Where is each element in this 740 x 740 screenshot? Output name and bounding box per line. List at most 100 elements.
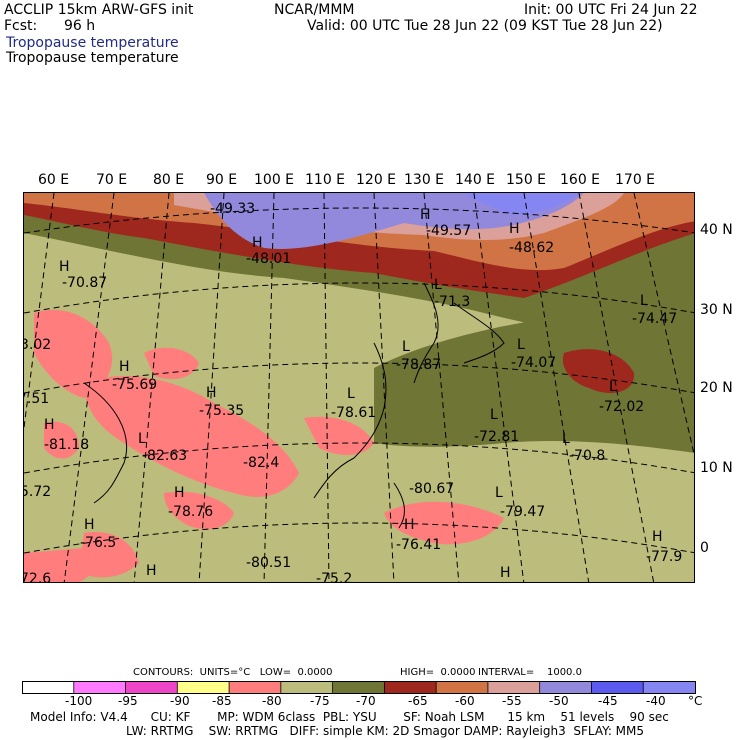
map-marker: L [640,293,648,309]
map-labels: -49.33 H -48.01 H -49.57 H -48.62 H -70.… [24,201,682,583]
map-value: -49.33 [210,201,255,217]
lon-label: 70 E [96,172,128,188]
lon-label: 90 E [206,172,238,188]
meridian [24,193,55,432]
colorbar-label: -65 [408,694,428,708]
map-marker: H [174,485,185,501]
map-value: -79.47 [500,504,545,520]
field-title-2: Tropopause temperature [6,50,179,66]
colorbar-swatch [125,681,179,694]
shade-minus80 [304,416,374,455]
map-value: 72.6 [24,571,51,583]
meridian [133,193,170,582]
colorbar-swatch [539,681,593,694]
map-value: -77.9 [646,549,682,565]
map-value: -72.02 [599,399,644,415]
init-time: Init: 00 UTC Fri 24 Jun 22 [524,2,698,18]
map-value: -74.07 [511,355,556,371]
map-value: -82.63 [142,448,187,464]
map-marker: H [84,517,95,533]
colorbar-label: -85 [212,694,232,708]
colorbar-label: -80 [262,694,282,708]
map-value: -78.76 [168,504,213,520]
map-canvas: -49.33 H -48.01 H -49.57 H -48.62 H -70.… [24,193,694,583]
shade-minus80 [84,375,299,497]
colorbar-label: -90 [170,694,190,708]
lat-label: 40 N [700,222,733,238]
map-marker: H [404,517,415,533]
map-value: -76.5 [80,535,116,551]
graticule [24,193,694,582]
forecast-hour: 96 h [64,18,96,34]
map-marker: L [490,407,498,423]
map-value: -48.62 [509,240,554,256]
map-marker: H [44,417,55,433]
colorbar-swatch [176,681,230,694]
lon-label: 120 E [356,172,397,188]
colorbar-swatch [332,681,386,694]
lon-label: 150 E [506,172,547,188]
colorbar-unit: °C [688,694,703,708]
shade-minus40 [464,193,579,215]
map-value: -75.35 [199,403,244,419]
map-marker: H [500,565,511,581]
contours-high: HIGH= 0.0000 [400,667,476,678]
model-title: ACCLIP 15km ARW-GFS init [4,2,194,18]
colorbar-label: -95 [118,694,138,708]
map-value: 3.02 [24,337,51,353]
shade-minus80 [164,491,234,530]
meridian [473,193,525,582]
map-marker: H [420,207,431,223]
shade-minus80 [384,501,504,545]
colorbar-label: -70 [356,694,376,708]
map-value: -75.2 [316,571,352,583]
colorbar-swatch [383,681,438,694]
colorbar-swatch [642,681,696,694]
shade-minus80 [24,548,93,582]
map-value: 5.72 [24,484,51,500]
field-title-1: Tropopause temperature [6,35,179,51]
lon-label: 130 E [404,172,445,188]
organization: NCAR/MMM [274,2,355,18]
korea-coast [413,282,439,384]
lat-label: 20 N [700,380,733,396]
map-marker: L [402,339,410,355]
meridian [373,193,395,582]
shade-minus80 [44,421,79,459]
map-marker: H [509,221,520,237]
map-marker: L [562,431,570,447]
shade-minus70-tropics [374,303,694,453]
meridian [523,193,590,582]
lon-label: 110 E [305,172,346,188]
coastlines [83,282,505,529]
colorbar-swatch [280,681,334,694]
colorbar-label: -50 [549,694,569,708]
map-value: -78.87 [396,357,441,373]
map-value: -70.8 [569,448,605,464]
map-value: 7.51 [24,391,49,407]
map-marker: H [59,259,70,275]
colorbar-swatch [487,681,541,694]
map-marker: L [347,386,355,402]
map-marker: H [146,563,157,579]
lat-label: 30 N [700,302,733,318]
meridian [63,193,115,582]
physics-info: LW: RRTMG SW: RRTMG DIFF: simple KM: 2D … [126,724,645,738]
shade-minus80 [79,532,139,578]
map-marker: H [119,359,130,375]
colorbar-label: -45 [598,694,618,708]
map-marker: H [206,385,217,401]
colorbar-swatch [228,681,282,694]
map-value: -80.67 [409,481,454,497]
colorbar-label: -40 [646,694,666,708]
lat-label: 0 [700,540,709,556]
tropopause-temperature-map: -49.33 H -48.01 H -49.57 H -48.62 H -70.… [23,192,695,583]
colorbar-label: -60 [455,694,475,708]
colorbar-swatch [73,681,127,694]
colorbar-swatch [435,681,489,694]
contours-interval: INTERVAL= 1000.0 [478,667,582,678]
india-coast [83,382,128,504]
lon-label: 160 E [560,172,601,188]
colorbar-label: -75 [310,694,330,708]
map-marker: L [609,379,617,395]
